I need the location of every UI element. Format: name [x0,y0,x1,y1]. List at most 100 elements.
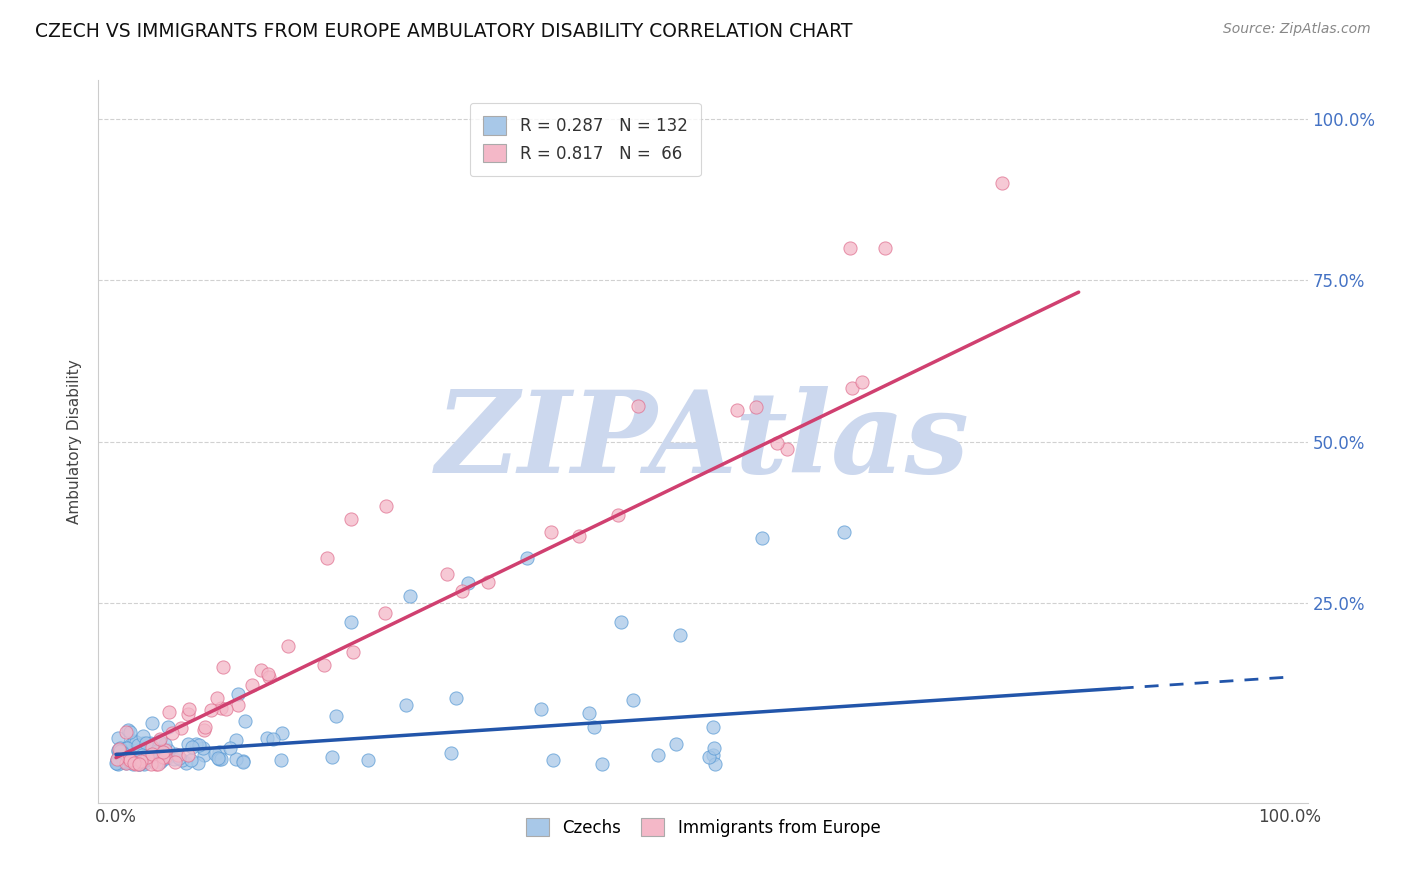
Point [111,752,134,766]
Legend: Czechs, Immigrants from Europe: Czechs, Immigrants from Europe [517,810,889,845]
Point [152,750,174,764]
Point [225,752,247,766]
Point [204,747,226,762]
Point [115,740,138,755]
Point [132,730,155,744]
Point [516,550,538,565]
Point [193,747,215,762]
Point [212,660,235,674]
Point [111,743,134,757]
Point [107,756,129,771]
Point [128,757,150,772]
Point [226,687,249,701]
Point [745,401,768,415]
Point [146,757,169,772]
Point [184,737,207,751]
Point [153,750,176,764]
Point [702,748,724,763]
Point [148,747,170,761]
Point [621,693,644,707]
Point [578,706,600,720]
Point [163,752,186,766]
Point [115,754,138,768]
Point [177,747,200,762]
Point [225,733,247,747]
Text: CZECH VS IMMIGRANTS FROM EUROPE AMBULATORY DISABILITY CORRELATION CHART: CZECH VS IMMIGRANTS FROM EUROPE AMBULATO… [35,22,852,41]
Point [257,666,280,681]
Point [530,702,553,716]
Point [187,738,209,752]
Point [111,755,134,769]
Point [156,721,179,735]
Point [277,639,299,653]
Point [156,750,179,764]
Point [340,615,363,630]
Point [157,743,180,757]
Point [312,657,335,672]
Point [152,745,174,759]
Point [180,740,202,755]
Point [120,725,142,739]
Point [259,670,281,684]
Point [187,756,209,770]
Point [122,749,145,764]
Point [131,755,153,769]
Point [873,241,896,255]
Point [143,753,166,767]
Point [321,749,343,764]
Point [108,744,131,758]
Point [118,753,141,767]
Point [697,750,720,764]
Point [141,716,163,731]
Text: Source: ZipAtlas.com: Source: ZipAtlas.com [1223,22,1371,37]
Point [176,707,198,722]
Point [177,702,200,716]
Point [215,702,238,716]
Point [105,751,128,765]
Point [142,749,165,764]
Point [591,756,613,771]
Point [205,691,228,706]
Point [665,737,688,751]
Point [136,752,159,766]
Point [167,750,190,764]
Point [240,678,263,692]
Point [115,756,138,770]
Point [540,524,562,539]
Point [165,755,187,769]
Point [398,590,420,604]
Point [149,731,172,746]
Point [110,747,132,762]
Point [440,746,463,760]
Point [208,745,231,759]
Point [135,749,157,764]
Point [668,628,690,642]
Point [110,756,132,770]
Point [607,508,630,522]
Point [127,743,149,757]
Point [766,435,789,450]
Point [232,755,254,769]
Point [703,756,725,771]
Point [122,734,145,748]
Point [149,755,172,769]
Point [110,754,132,768]
Point [703,741,725,756]
Point [155,750,177,764]
Point [991,177,1014,191]
Point [157,705,180,719]
Point [249,663,271,677]
Point [118,738,141,752]
Point [444,691,467,706]
Point [702,720,724,734]
Point [233,714,256,728]
Point [153,737,176,751]
Point [131,754,153,768]
Point [647,747,669,762]
Point [141,747,163,762]
Point [127,738,149,752]
Point [751,531,773,545]
Point [105,756,128,770]
Point [107,731,129,746]
Point [115,750,138,764]
